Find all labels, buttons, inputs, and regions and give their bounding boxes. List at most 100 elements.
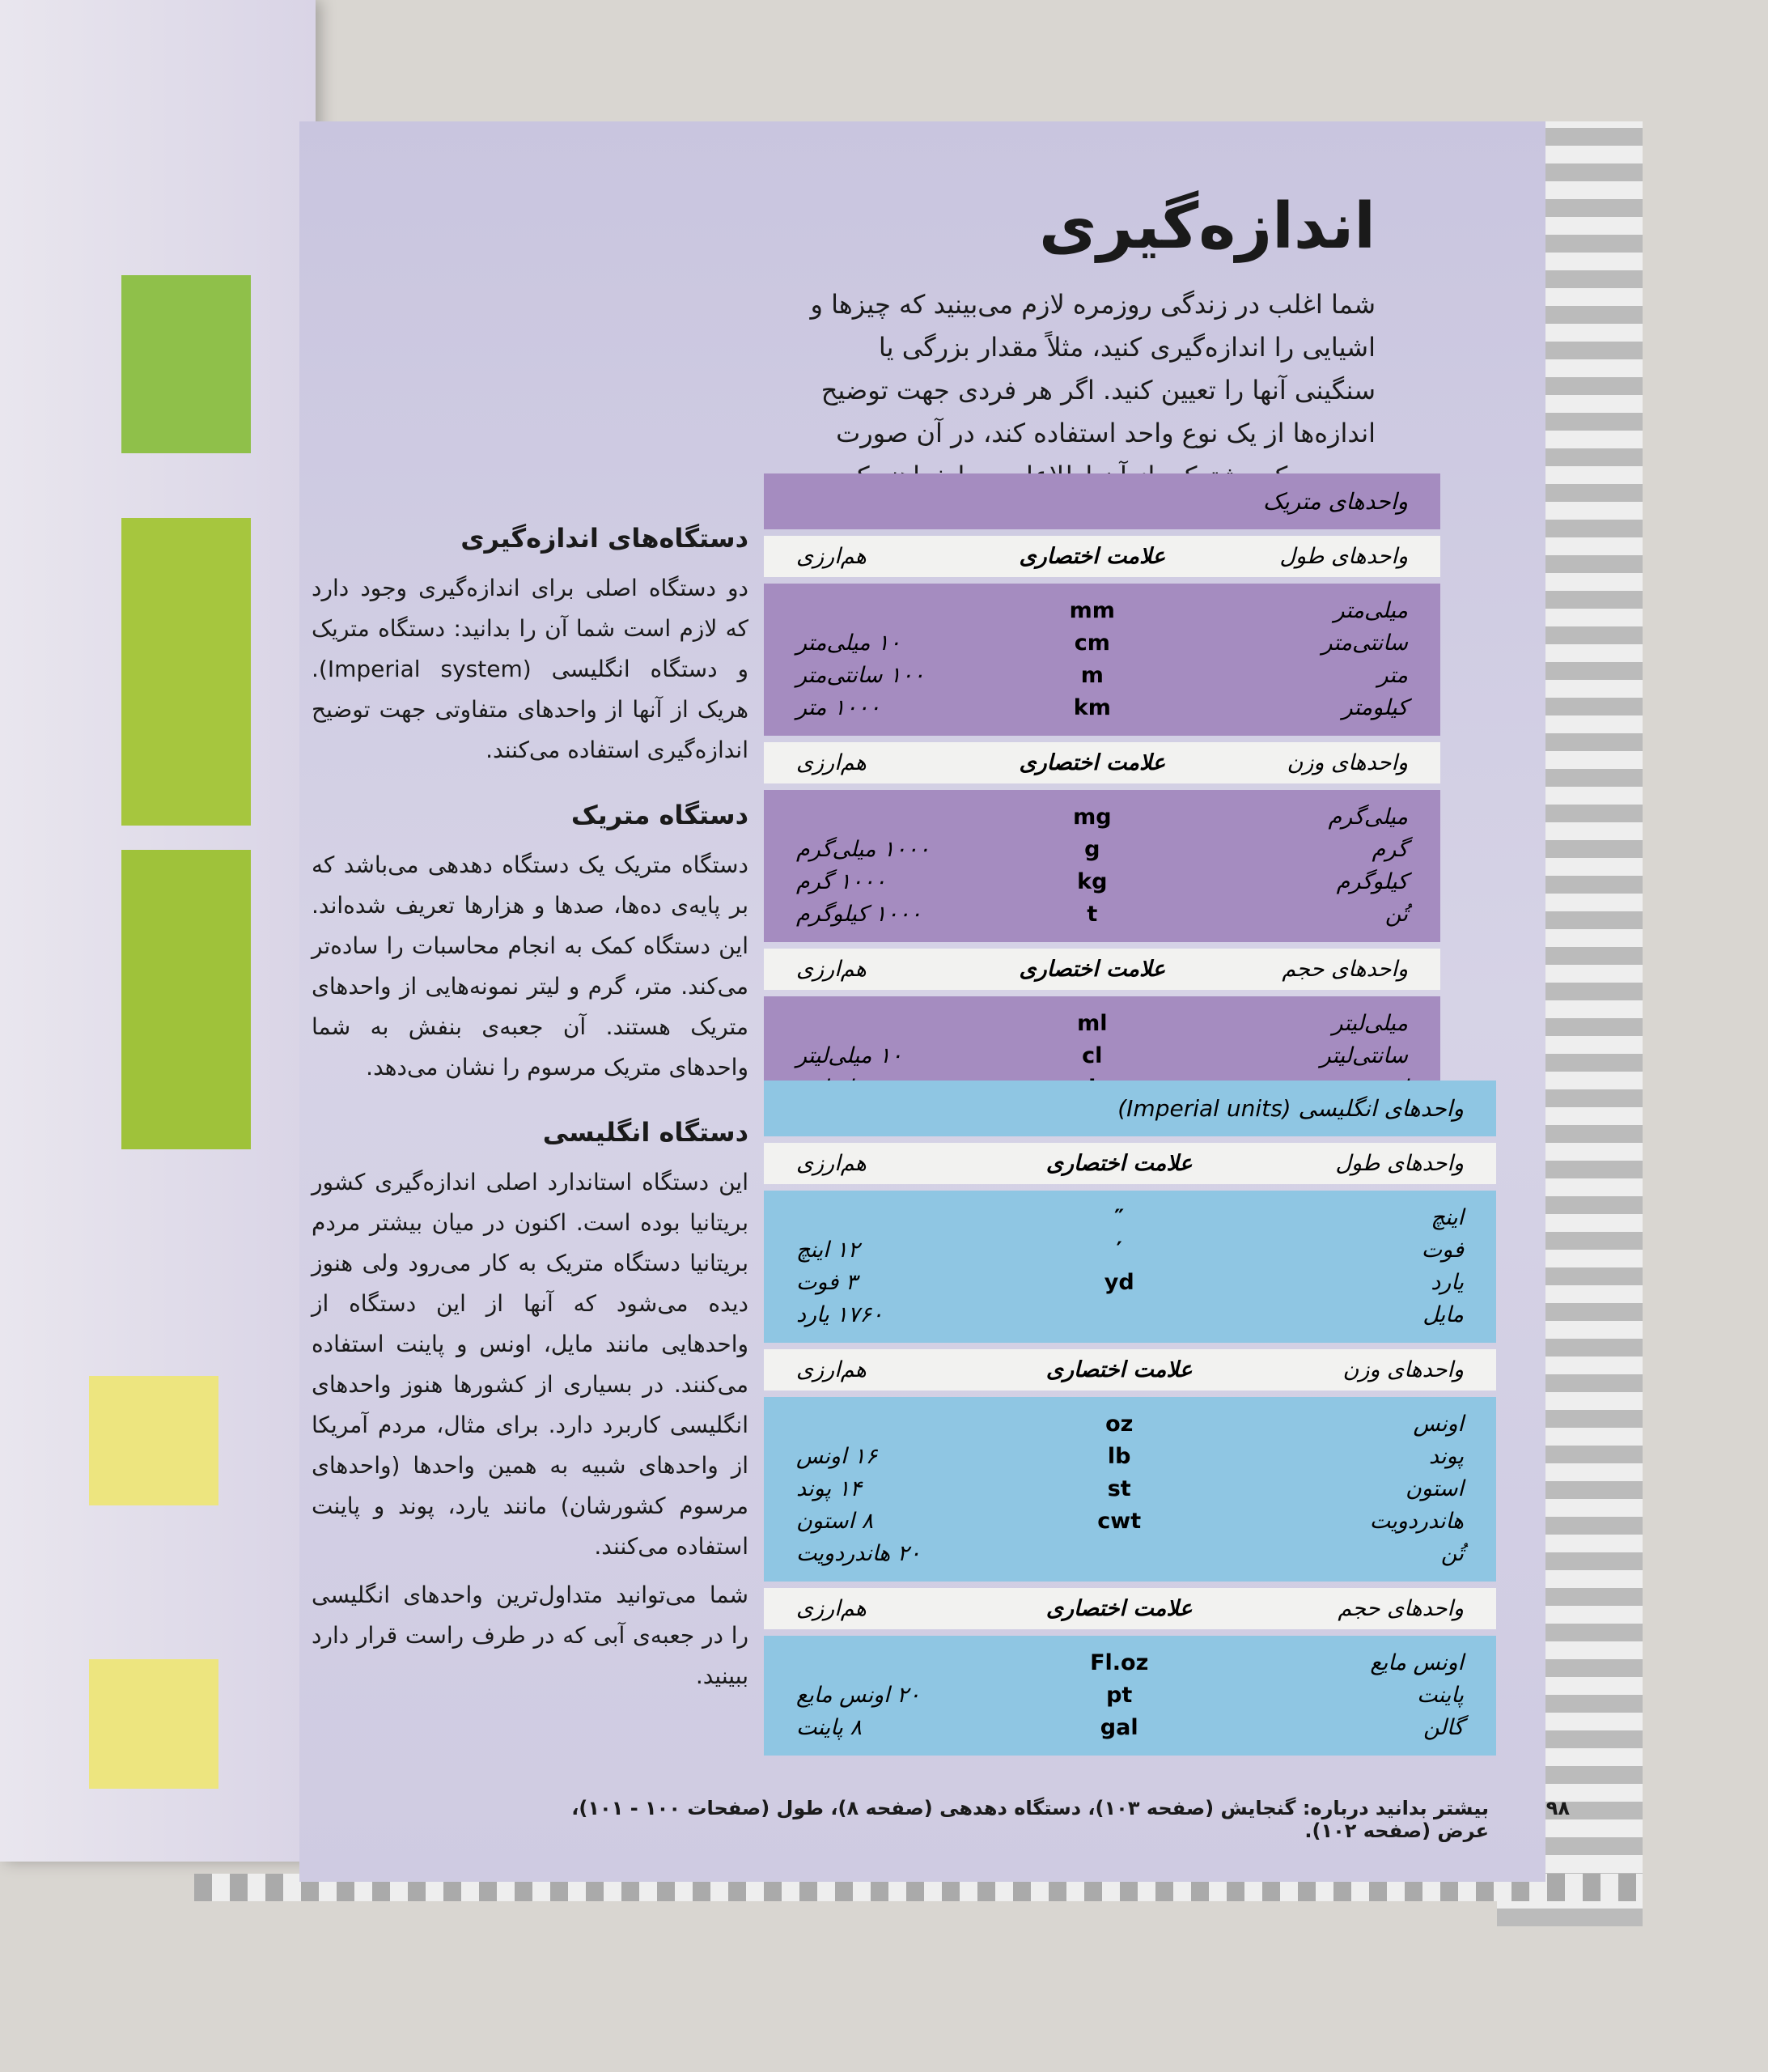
cell: km xyxy=(1073,695,1111,720)
table-row: پوند lb ۱۶ اونس xyxy=(764,1441,1496,1473)
cell: اونس مایع xyxy=(1370,1650,1464,1675)
table-row: میلی‌متر mm xyxy=(764,595,1440,627)
cell: متر xyxy=(1377,663,1408,688)
column-header: علامت اختصاری xyxy=(1045,1151,1193,1176)
cell: st xyxy=(1107,1476,1131,1501)
cell: ۱۰۰۰ کیلوگرم xyxy=(796,902,922,927)
table-row: هاندردویت cwt ۸ استون xyxy=(764,1505,1496,1538)
cell: تُن xyxy=(1384,902,1408,927)
cell: Fl.oz xyxy=(1090,1650,1149,1675)
table-header: واحدهای طول علامت اختصاری هم‌ارزی xyxy=(764,1143,1496,1184)
cell: کیلوگرم xyxy=(1336,869,1408,894)
cell: ۱۶ اونس xyxy=(796,1444,878,1469)
cell: اینچ xyxy=(1431,1205,1464,1230)
cell: mm xyxy=(1069,598,1115,623)
empty-cell xyxy=(796,1649,1011,1678)
table-row: تُن ۲۰ هاندردویت xyxy=(764,1538,1496,1570)
cell: ۱۲ اینچ xyxy=(796,1238,860,1263)
cell: oz xyxy=(1105,1412,1134,1437)
cell: یارد xyxy=(1431,1270,1464,1295)
column-header: هم‌ارزی xyxy=(796,1151,867,1176)
table-header: واحدهای حجم علامت اختصاری هم‌ارزی xyxy=(764,949,1440,990)
table-body: میلی‌متر mm سانتی‌متر cm ۱۰ میلی‌متر متر m ۱۰۰ … xyxy=(764,584,1440,736)
cell: ۸ استون xyxy=(796,1509,874,1534)
column-header: واحدهای وزن xyxy=(1342,1357,1465,1382)
table-body: اونس مایع Fl.oz پاینت pt ۲۰ اونس مایع گالن gal… xyxy=(764,1636,1496,1756)
cell: سانتی‌متر xyxy=(1321,631,1408,656)
column-header: هم‌ارزی xyxy=(796,544,867,569)
column-header: هم‌ارزی xyxy=(796,957,867,982)
table-header: واحدهای طول علامت اختصاری هم‌ارزی xyxy=(764,536,1440,577)
cell: تُن xyxy=(1440,1541,1464,1566)
table-header: واحدهای وزن علامت اختصاری هم‌ارزی xyxy=(764,742,1440,783)
empty-cell xyxy=(1011,1539,1227,1569)
cell: گرم xyxy=(1372,837,1408,862)
cell: ۱۰۰۰ متر xyxy=(796,695,881,720)
intro: شما اغلب در زندگی روزمره لازم می‌بینید ک… xyxy=(810,289,1376,491)
table-row: کیلومتر km ۱۰۰۰ متر xyxy=(764,692,1440,724)
cell: mg xyxy=(1073,805,1112,830)
column-header: علامت اختصاری xyxy=(1019,957,1166,982)
cell: m xyxy=(1080,663,1104,688)
cell: ۸ پاینت xyxy=(796,1715,863,1740)
table-row: سانتی‌متر cm ۱۰ میلی‌متر xyxy=(764,627,1440,660)
cell: ′ xyxy=(1116,1238,1122,1263)
column-header: واحدهای وزن xyxy=(1287,750,1409,775)
cell: سانتی‌لیتر xyxy=(1320,1043,1408,1068)
empty-cell xyxy=(796,1410,1011,1439)
heading: دستگاه متریک xyxy=(570,800,748,830)
cell: g xyxy=(1084,837,1100,862)
cell: پوند xyxy=(1428,1444,1464,1469)
cell: کیلومتر xyxy=(1342,695,1408,720)
table-row: تُن t ۱۰۰۰ کیلوگرم xyxy=(764,898,1440,931)
cell: ۲۰ هاندردویت xyxy=(796,1541,921,1566)
decor xyxy=(89,1659,218,1789)
cell: مایل xyxy=(1422,1302,1464,1327)
cell: lb xyxy=(1107,1444,1131,1469)
column-header: هم‌ارزی xyxy=(796,750,867,775)
empty-cell xyxy=(1011,1301,1227,1330)
text-column: دستگاه‌های اندازه‌گیری دو دستگاه اصلی بر… xyxy=(312,494,748,1705)
cell: ″ xyxy=(1114,1205,1125,1230)
table-row: میلی‌لیتر ml xyxy=(764,1008,1440,1040)
left-page xyxy=(0,0,316,1862)
column-header: هم‌ارزی xyxy=(796,1357,867,1382)
column-header: علامت اختصاری xyxy=(1045,1357,1193,1382)
table-row: متر m ۱۰۰ سانتی‌متر xyxy=(764,660,1440,692)
table-row: اینچ ″ xyxy=(764,1202,1496,1234)
table-row: اونس مایع Fl.oz xyxy=(764,1647,1496,1679)
empty-cell xyxy=(796,803,994,832)
table-row: استون st ۱۴ پوند xyxy=(764,1473,1496,1505)
column-header: هم‌ارزی xyxy=(796,1596,867,1621)
empty-cell xyxy=(796,1204,1011,1233)
cell: ۱۰۰۰ میلی‌گرم xyxy=(796,837,931,862)
cell: هاندردویت xyxy=(1369,1509,1464,1534)
box-title: واحدهای متریک xyxy=(764,473,1440,529)
table-body: میلی‌گرم mg گرم g ۱۰۰۰ میلی‌گرم کیلوگرم kg ۱۰۰۰… xyxy=(764,790,1440,942)
title: اندازه‌گیری xyxy=(1039,190,1376,263)
cell: ۱۰ میلی‌لیتر xyxy=(796,1043,903,1068)
table-row: گالن gal ۸ پاینت xyxy=(764,1712,1496,1744)
empty-cell xyxy=(796,1009,994,1038)
paragraph: دو دستگاه اصلی برای اندازه‌گیری وجود دار… xyxy=(312,575,749,763)
heading: دستگاه‌های اندازه‌گیری xyxy=(460,523,748,554)
cell: میلی‌گرم xyxy=(1328,805,1408,830)
table-row: یارد yd ۳ فوت xyxy=(764,1267,1496,1299)
decor xyxy=(121,518,251,826)
table-row: سانتی‌لیتر cl ۱۰ میلی‌لیتر xyxy=(764,1040,1440,1072)
cell: میلی‌متر xyxy=(1333,598,1408,623)
column-header: واحدهای طول xyxy=(1335,1151,1464,1176)
paragraph: دستگاه متریک یک دستگاه دهدهی می‌باشد که … xyxy=(312,851,748,1081)
table-body: اونس oz پوند lb ۱۶ اونس استون st ۱۴ پوند هاندردو… xyxy=(764,1397,1496,1582)
cell: cl xyxy=(1082,1043,1103,1068)
table-row: میلی‌گرم mg xyxy=(764,801,1440,834)
heading: دستگاه انگلیسی xyxy=(542,1117,748,1148)
cell: ۳ فوت xyxy=(796,1270,858,1295)
cell: ۱۷۶۰ یارد xyxy=(796,1302,884,1327)
table-row: پاینت pt ۲۰ اونس مایع xyxy=(764,1679,1496,1712)
table-header: واحدهای وزن علامت اختصاری هم‌ارزی xyxy=(764,1349,1496,1391)
table-header: واحدهای حجم علامت اختصاری هم‌ارزی xyxy=(764,1588,1496,1629)
cell: پاینت xyxy=(1417,1683,1464,1708)
